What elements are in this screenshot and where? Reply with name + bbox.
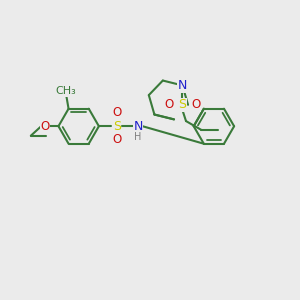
Text: S: S — [113, 120, 121, 133]
Text: O: O — [40, 120, 50, 133]
Text: O: O — [164, 98, 173, 111]
Text: N: N — [134, 120, 143, 133]
Text: H: H — [134, 132, 142, 142]
Text: O: O — [112, 133, 121, 146]
Text: CH₃: CH₃ — [55, 86, 76, 97]
Text: O: O — [112, 106, 121, 119]
Text: N: N — [178, 79, 187, 92]
Text: O: O — [191, 98, 201, 111]
Text: S: S — [178, 98, 186, 111]
